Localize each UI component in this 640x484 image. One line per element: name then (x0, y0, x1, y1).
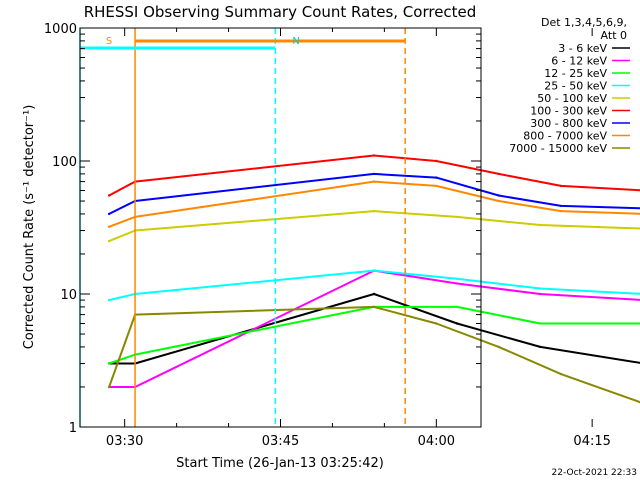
x-tick-label-1: 03:45 (262, 434, 299, 449)
marker-label-1: N (292, 36, 299, 47)
series-point-6-4 (497, 194, 500, 197)
y-tick-label-1: 10 (60, 288, 77, 303)
series-point-7-3 (435, 184, 438, 188)
legend-label-8: 7000 - 15000 keV (509, 142, 607, 155)
series-point-4-2 (372, 209, 376, 213)
series-point-7-2 (372, 180, 376, 183)
series-point-7-5 (559, 209, 563, 213)
series-point-8-4 (497, 345, 500, 349)
series-point-8-5 (559, 372, 563, 376)
series-point-4-0 (107, 239, 111, 243)
series-point-2-0 (107, 362, 111, 365)
x-tick-label-3: 04:15 (573, 434, 610, 449)
y-tick-label-2: 100 (52, 155, 77, 170)
series-point-7-0 (107, 225, 111, 228)
x-axis-label: Start Time (26-Jan-13 03:25:42) (176, 456, 384, 471)
series-line-7 (108, 180, 640, 228)
y-axis: 1 10 100 1000 (44, 22, 481, 436)
series-point-7-4 (497, 199, 500, 203)
legend-label-5: 100 - 300 keV (530, 105, 607, 118)
series-point-4-4 (539, 223, 542, 227)
series-point-8-2 (372, 305, 376, 309)
series-point-3-0 (107, 298, 111, 302)
series-point-0-4 (539, 345, 542, 349)
series-point-3-3 (455, 277, 459, 280)
series-point-0-2 (372, 292, 376, 296)
series-point-6-0 (107, 212, 111, 216)
legend-label-3: 25 - 50 keV (544, 80, 607, 93)
series-point-2-4 (539, 322, 542, 325)
series-point-8-0 (107, 385, 111, 389)
legend-label-2: 12 - 25 keV (544, 67, 607, 80)
series-point-5-2 (372, 154, 376, 157)
series-line-2 (108, 305, 640, 365)
series-line-6 (108, 172, 640, 215)
y-tick-label-3: 1000 (44, 22, 77, 37)
marker-label-0: S (106, 36, 112, 47)
series-line-0 (109, 293, 640, 365)
legend-header-line-1: Det 1,3,4,5,6,9, (541, 16, 627, 29)
legend-label-0: 3 - 6 keV (558, 42, 607, 55)
series-point-6-3 (435, 176, 438, 179)
series-line-5 (108, 154, 640, 197)
legend-label-4: 50 - 100 keV (537, 92, 607, 105)
y-tick-label-0: 1 (69, 421, 77, 436)
series-point-6-5 (559, 204, 563, 208)
series-point-8-3 (435, 322, 438, 325)
series-point-1-3 (455, 282, 459, 285)
series-point-6-2 (372, 172, 376, 176)
series-point-5-3 (435, 159, 438, 163)
series-point-2-3 (455, 305, 459, 309)
x-tick-label-2: 04:00 (418, 434, 455, 449)
footer-timestamp: 22-Oct-2021 22:33 (552, 468, 637, 478)
legend-label-7: 800 - 7000 keV (523, 130, 607, 143)
legend-header-line-2: Att 0 (601, 29, 627, 42)
y-axis-label: Corrected Count Rate (s⁻¹ detector⁻¹) (22, 105, 37, 350)
series-point-3-2 (372, 269, 376, 272)
series-point-3-4 (539, 287, 542, 290)
series-point-5-4 (497, 172, 500, 176)
series-point-5-5 (559, 184, 563, 188)
series-point-4-3 (455, 215, 459, 219)
legend-label-6: 300 - 800 keV (530, 117, 607, 130)
series-line-8 (108, 305, 640, 404)
chart-title: RHESSI Observing Summary Count Rates, Co… (84, 3, 477, 21)
legend-label-1: 6 - 12 keV (551, 55, 607, 68)
series-point-0-3 (455, 322, 459, 325)
series-layer (107, 154, 640, 404)
x-tick-label-0: 03:30 (106, 434, 143, 449)
series-point-1-4 (539, 292, 542, 296)
series-point-5-0 (107, 194, 111, 197)
